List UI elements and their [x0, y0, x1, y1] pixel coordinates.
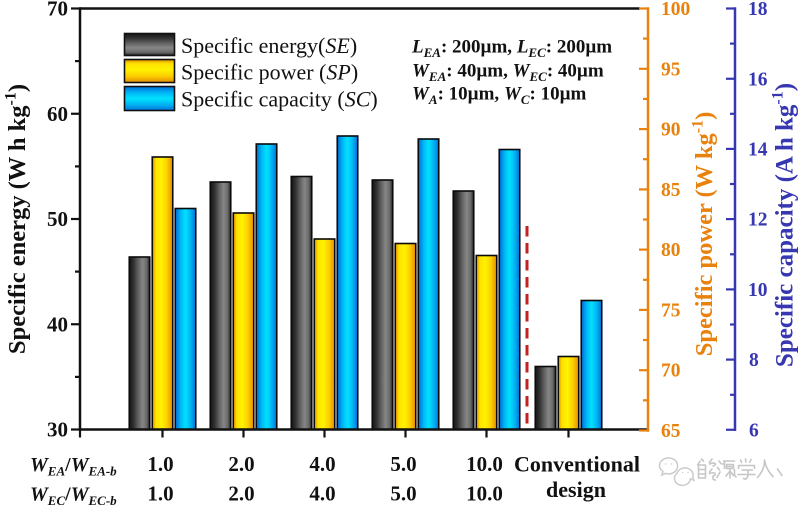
svg-text:65: 65	[661, 421, 681, 442]
svg-text:30: 30	[47, 418, 68, 442]
svg-text:LEA: 200µm, LEC: 200µm: LEA: 200µm, LEC: 200µm	[411, 37, 612, 61]
svg-text:Specific power (SP): Specific power (SP)	[181, 60, 358, 85]
svg-text:16: 16	[748, 69, 768, 90]
svg-text:10.0: 10.0	[466, 482, 503, 505]
svg-text:80: 80	[661, 240, 681, 261]
svg-text:1.0: 1.0	[147, 482, 173, 505]
svg-text:8: 8	[749, 350, 759, 371]
svg-text:Conventional: Conventional	[514, 452, 640, 477]
svg-text:WEA/WEA-b: WEA/WEA-b	[30, 454, 117, 479]
svg-text:WA: 10µm, WC: 10µm: WA: 10µm, WC: 10µm	[412, 84, 587, 108]
svg-text:70: 70	[47, 0, 68, 21]
svg-text:90: 90	[661, 120, 681, 141]
svg-text:5.0: 5.0	[390, 482, 416, 505]
svg-text:60: 60	[47, 102, 68, 126]
svg-text:40: 40	[47, 312, 68, 336]
svg-text:50: 50	[47, 207, 68, 231]
svg-text:design: design	[546, 477, 606, 502]
svg-text:Specific capacity (SC): Specific capacity (SC)	[181, 87, 378, 112]
svg-text:14: 14	[748, 139, 768, 160]
svg-text:95: 95	[661, 59, 681, 80]
svg-text:WEA: 40µm, WEC: 40µm: WEA: 40µm, WEC: 40µm	[412, 61, 604, 85]
svg-text:10.0: 10.0	[466, 452, 503, 476]
svg-text:4.0: 4.0	[309, 452, 335, 476]
svg-text:Specific power (W kg-1): Specific power (W kg-1)	[690, 112, 719, 357]
svg-text:5.0: 5.0	[390, 452, 416, 476]
svg-text:2.0: 2.0	[228, 482, 254, 505]
svg-text:100: 100	[661, 0, 690, 20]
svg-text:6: 6	[749, 420, 759, 441]
svg-text:12: 12	[748, 210, 768, 231]
svg-text:70: 70	[661, 361, 681, 382]
svg-text:Specific energy (W h kg-1): Specific energy (W h kg-1)	[3, 84, 32, 354]
svg-text:Specific energy(SE): Specific energy(SE)	[181, 33, 357, 58]
svg-text:WEC/WEC-b: WEC/WEC-b	[30, 484, 117, 505]
svg-text:10: 10	[748, 280, 768, 301]
svg-text:18: 18	[748, 0, 768, 20]
svg-text:1.0: 1.0	[147, 452, 173, 476]
svg-text:75: 75	[661, 300, 681, 321]
svg-text:85: 85	[661, 180, 681, 201]
svg-text:Specific capacity (A h kg-1): Specific capacity (A h kg-1)	[770, 83, 799, 367]
svg-text:4.0: 4.0	[309, 482, 335, 505]
svg-text:2.0: 2.0	[228, 452, 254, 476]
